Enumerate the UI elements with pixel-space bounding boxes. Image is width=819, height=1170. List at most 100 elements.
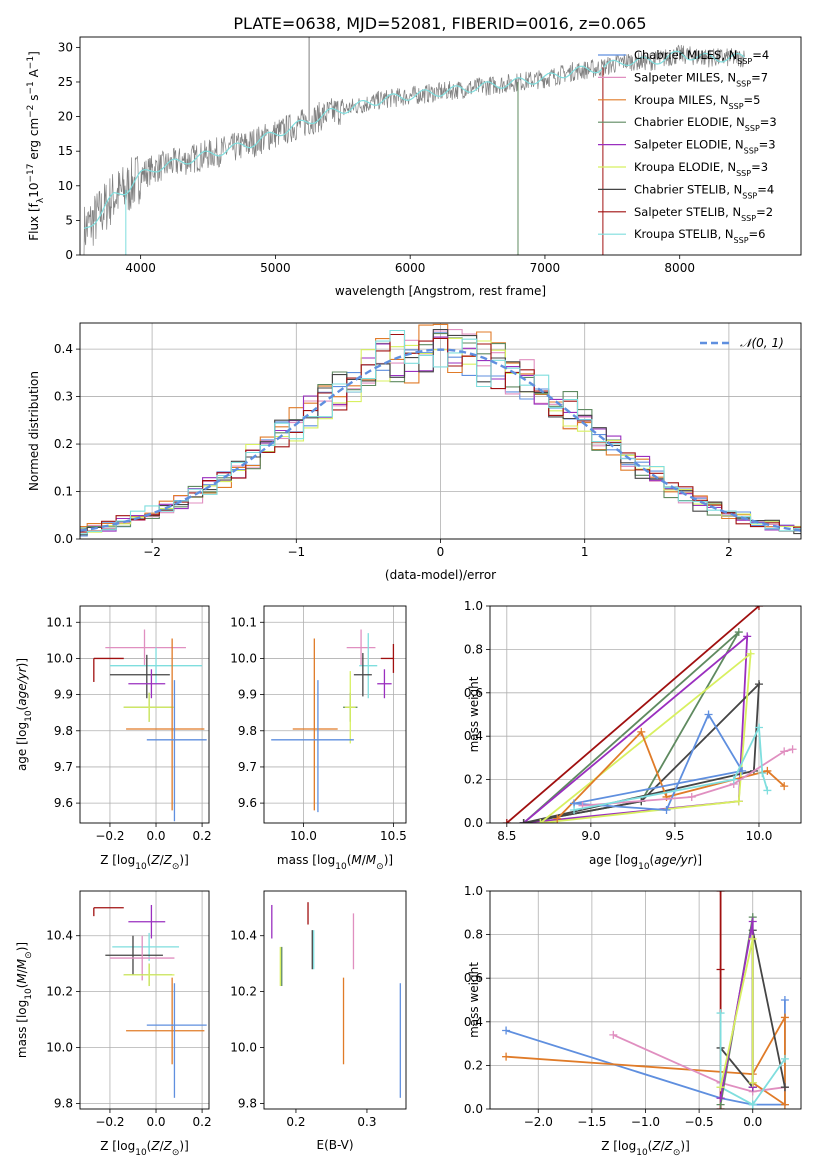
y-tick-label: 0.6 xyxy=(464,971,483,985)
error-bar-point xyxy=(128,904,166,939)
spectrum-panel: 4000 5000 6000 7000 8000 0 5 10 15 20 25 30 waveleng… xyxy=(26,36,802,298)
y-tick-label: 15 xyxy=(58,144,73,158)
label-part: A xyxy=(27,68,41,81)
weight-marker xyxy=(780,1013,789,1022)
weight-marker xyxy=(754,680,763,689)
y-axis-label: mass [log10(M/M⊙)] xyxy=(15,942,34,1058)
legend-entry: Chabrier ELODIE, NSSP=3 xyxy=(634,115,777,133)
weight-marker xyxy=(609,1030,618,1039)
y-tick-label: 20 xyxy=(58,110,73,124)
y-tick-label: 0.2 xyxy=(54,437,73,451)
weight-line xyxy=(523,634,749,823)
model-spectrum xyxy=(83,50,745,229)
y-tick-label: 9.8 xyxy=(54,724,73,738)
y-tick-label: 10 xyxy=(58,179,73,193)
y-tick-label: 0.1 xyxy=(54,485,73,499)
y-tick-label: 10.2 xyxy=(230,985,257,999)
legend-entry: Kroupa MILES, NSSP=5 xyxy=(634,93,760,111)
mass-vs-metallicity-panel: −0.2 0.0 0.29.810.010.210.4Z [log10(Z/Z⊙)]… xyxy=(15,890,212,1158)
y-tick-label: 0.6 xyxy=(464,686,483,700)
weight-marker xyxy=(748,934,757,943)
error-bar-point xyxy=(109,935,175,981)
y-tick-label: 1.0 xyxy=(464,884,483,898)
label-part: λ xyxy=(36,197,46,203)
legend-label: Chabrier STELIB, N xyxy=(634,182,742,196)
label-part: / xyxy=(160,853,165,867)
x-tick-label: 0.0 xyxy=(146,1115,165,1129)
mass-vs-extinction-panel: 0.2 0.3 9.8 10.0 10.2 10.4 E(B-V) xyxy=(230,890,407,1152)
y-tick-label: 0 xyxy=(65,248,73,262)
label-part: / xyxy=(362,853,367,867)
y-tick-label: 9.6 xyxy=(238,796,257,810)
x-tick-label: 10.0 xyxy=(290,829,317,843)
weight-marker xyxy=(637,727,646,736)
label-part: s xyxy=(27,95,41,105)
weight-vs-metallicity-panel: −2.0 −1.5 −1.0 −0.5 0.0 0.0 0.2 0.4 0.6 0.8 1.0 mas… xyxy=(464,884,802,1158)
label-part: mass [log xyxy=(277,853,335,867)
grid-lines xyxy=(80,891,209,1109)
label-part: Z xyxy=(150,1139,160,1153)
error-bar-point xyxy=(146,983,207,1098)
weight-marker xyxy=(748,1100,757,1109)
label-part: M xyxy=(351,853,362,867)
label-part: )] xyxy=(179,853,188,867)
y-tick-label: 10.2 xyxy=(46,985,73,999)
error-bar-point xyxy=(105,629,186,666)
axes-frame xyxy=(263,890,407,1110)
axes-frame xyxy=(79,890,210,1110)
label-part: −1 xyxy=(26,56,36,69)
weight-series xyxy=(553,727,789,823)
legend-sub: SSP xyxy=(745,124,760,133)
y-tick-label: 0.4 xyxy=(464,1015,483,1029)
y-tick-label: 9.8 xyxy=(54,1096,73,1110)
weight-line xyxy=(612,1034,786,1093)
y-tick-label: 10.4 xyxy=(46,929,73,943)
weight-marker xyxy=(716,1009,725,1018)
x-tick-label: 0.3 xyxy=(357,1115,376,1129)
error-bar-point xyxy=(105,935,163,975)
label-part: Z xyxy=(664,1139,674,1153)
label-part: −1 xyxy=(26,81,36,94)
x-axis-label: age [log10(age/yr)] xyxy=(589,853,702,872)
y-tick-label: 5 xyxy=(65,213,73,227)
label-part: )] xyxy=(680,1139,689,1153)
x-axis-label: E(B-V) xyxy=(316,1138,353,1152)
y-tick-label: 0.8 xyxy=(464,642,483,656)
label-part: Z [log xyxy=(100,1139,135,1153)
error-bar-point xyxy=(93,657,124,682)
error-bar-point xyxy=(146,680,207,822)
weight-marker xyxy=(780,1083,789,1092)
legend-sub: SSP xyxy=(734,236,749,245)
x-tick-label: 5000 xyxy=(260,261,291,275)
weight-marker xyxy=(716,891,725,895)
weight-marker xyxy=(716,1083,725,1092)
grid-lines xyxy=(490,890,801,1110)
y-tick-label: 10.1 xyxy=(230,615,257,629)
plot-area xyxy=(271,629,395,813)
axis-ticks: 8.5 9.0 9.5 10.0 0.0 0.2 0.4 0.6 0.8 1.0 xyxy=(464,599,772,843)
legend-label: Kroupa STELIB, N xyxy=(634,227,734,241)
x-tick-label: −1.0 xyxy=(631,1115,660,1129)
legend-entry: Kroupa ELODIE, NSSP=3 xyxy=(634,160,768,178)
grid-lines xyxy=(80,606,209,823)
normal-curve xyxy=(80,348,801,532)
residual-histogram xyxy=(80,329,801,535)
weight-vs-age-panel: 8.5 9.0 9.5 10.0 0.0 0.2 0.4 0.6 0.8 1.0 mass weig… xyxy=(464,599,802,872)
label-part: mass [log xyxy=(15,1000,29,1058)
y-axis-label: age [log10(age/yr)] xyxy=(15,658,34,771)
weight-marker xyxy=(734,628,743,637)
weight-marker xyxy=(754,723,763,732)
label-part: ⊙ xyxy=(376,862,384,872)
label-part: M xyxy=(366,853,377,867)
x-axis-label: Z [log10(Z/Z⊙)] xyxy=(601,1139,690,1158)
weight-marker xyxy=(502,1026,511,1035)
weight-marker xyxy=(780,747,789,756)
axis-ticks: −0.2 0.0 0.2 9.8 10.0 10.2 10.4 xyxy=(46,929,211,1129)
x-tick-label: 8000 xyxy=(664,261,695,275)
error-bar-point xyxy=(377,669,392,699)
weight-line xyxy=(719,938,754,1088)
weight-series xyxy=(519,680,763,823)
legend-entry: Salpeter MILES, NSSP=7 xyxy=(634,70,768,88)
residual-histogram xyxy=(80,328,801,536)
